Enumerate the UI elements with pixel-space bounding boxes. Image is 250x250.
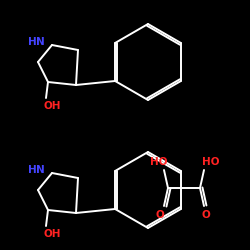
Text: OH: OH	[44, 229, 62, 239]
Text: O: O	[156, 210, 165, 220]
Text: H: H	[28, 165, 37, 175]
Text: N: N	[36, 37, 45, 47]
Text: N: N	[36, 165, 45, 175]
Text: HO: HO	[150, 157, 168, 167]
Text: H: H	[28, 37, 37, 47]
Text: O: O	[202, 210, 211, 220]
Text: HO: HO	[202, 157, 220, 167]
Text: OH: OH	[44, 101, 62, 111]
